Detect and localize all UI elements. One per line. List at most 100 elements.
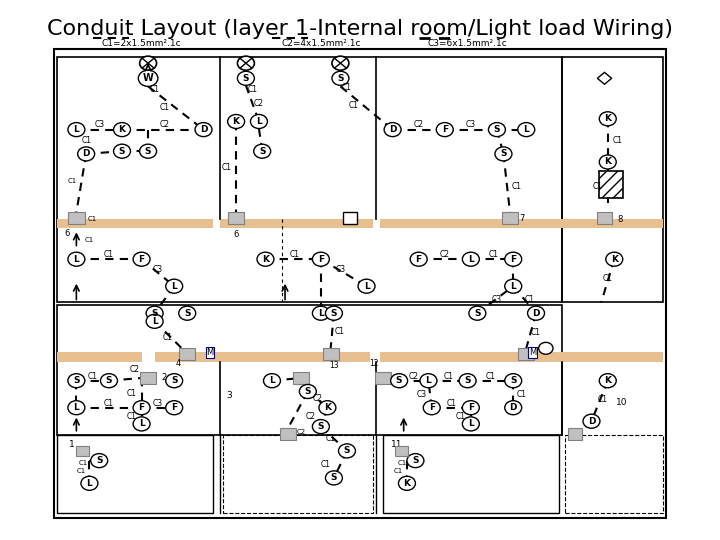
Text: M: M — [207, 348, 214, 357]
Text: K: K — [604, 158, 611, 166]
Text: L: L — [318, 309, 324, 318]
Circle shape — [166, 374, 183, 388]
Circle shape — [358, 279, 375, 293]
Circle shape — [325, 471, 343, 485]
Bar — [562, 352, 663, 362]
Text: S: S — [151, 309, 158, 318]
Circle shape — [78, 147, 94, 161]
Text: L: L — [73, 125, 79, 134]
Bar — [568, 428, 582, 440]
Bar — [57, 352, 142, 362]
Circle shape — [518, 123, 535, 137]
Text: S: S — [474, 309, 481, 318]
Circle shape — [384, 123, 401, 137]
Text: K: K — [233, 117, 240, 126]
Text: L: L — [152, 317, 158, 326]
Bar — [395, 446, 408, 456]
Text: C1: C1 — [78, 460, 88, 466]
Bar — [562, 57, 663, 302]
Text: C1: C1 — [67, 178, 76, 184]
Text: 6: 6 — [233, 230, 239, 239]
Text: C2: C2 — [254, 99, 264, 108]
Circle shape — [459, 374, 476, 388]
Bar — [220, 219, 373, 228]
Bar — [562, 219, 663, 228]
Text: S: S — [106, 376, 112, 385]
Text: L: L — [73, 255, 79, 264]
Circle shape — [81, 476, 98, 490]
Text: C1: C1 — [489, 251, 499, 259]
Bar — [76, 446, 89, 456]
Text: 10: 10 — [616, 398, 628, 407]
Text: L: L — [468, 420, 474, 428]
Bar — [155, 352, 370, 362]
Circle shape — [391, 374, 408, 388]
Text: K: K — [604, 376, 611, 385]
Bar — [68, 212, 84, 224]
Text: L: L — [269, 376, 275, 385]
Text: S: S — [318, 422, 324, 431]
Circle shape — [423, 401, 440, 415]
Text: W: W — [143, 73, 153, 83]
Text: S: S — [305, 387, 311, 396]
Circle shape — [599, 374, 616, 388]
Circle shape — [238, 56, 254, 70]
Circle shape — [312, 420, 329, 434]
Circle shape — [133, 417, 150, 431]
Text: C2: C2 — [130, 366, 140, 374]
Text: C2: C2 — [297, 429, 306, 435]
Text: S: S — [145, 147, 151, 156]
Text: M: M — [529, 348, 536, 357]
Circle shape — [462, 417, 480, 431]
Circle shape — [140, 56, 156, 70]
Text: L: L — [171, 282, 177, 291]
Text: C2: C2 — [440, 251, 450, 259]
Bar — [383, 435, 559, 513]
Text: S: S — [494, 125, 500, 134]
Circle shape — [101, 374, 117, 388]
Text: C1: C1 — [104, 251, 114, 259]
Text: L: L — [73, 403, 79, 412]
Circle shape — [138, 70, 158, 86]
Text: 8: 8 — [618, 215, 623, 224]
Text: S: S — [343, 447, 350, 455]
Text: C3: C3 — [417, 390, 427, 399]
Text: S: S — [330, 474, 337, 482]
Text: S: S — [510, 376, 516, 385]
Text: 2: 2 — [161, 374, 166, 382]
Circle shape — [228, 114, 245, 129]
Circle shape — [146, 314, 163, 328]
Text: L: L — [364, 282, 369, 291]
Text: F: F — [138, 255, 145, 264]
Text: C1: C1 — [511, 182, 521, 191]
Bar — [502, 212, 518, 224]
Text: C1: C1 — [248, 85, 258, 93]
Text: F: F — [415, 255, 422, 264]
Text: C1: C1 — [150, 85, 160, 93]
Text: L: L — [510, 282, 516, 291]
Text: C2: C2 — [306, 413, 316, 421]
Text: F: F — [138, 403, 145, 412]
Circle shape — [264, 374, 281, 388]
Circle shape — [133, 401, 150, 415]
Bar — [53, 49, 667, 518]
Text: S: S — [396, 376, 402, 385]
Circle shape — [166, 401, 183, 415]
Text: C2: C2 — [408, 372, 418, 381]
Bar — [293, 372, 310, 384]
Circle shape — [319, 401, 336, 415]
Text: 4: 4 — [176, 359, 181, 368]
Text: C1: C1 — [444, 372, 454, 381]
Circle shape — [528, 306, 544, 320]
Text: K: K — [119, 125, 125, 134]
Text: C1: C1 — [325, 434, 336, 443]
Text: C1: C1 — [517, 390, 527, 399]
Circle shape — [91, 454, 108, 468]
Text: C1: C1 — [456, 413, 466, 421]
Text: D: D — [389, 125, 396, 134]
Circle shape — [539, 342, 553, 354]
Text: C2: C2 — [159, 120, 169, 129]
Text: L: L — [86, 479, 92, 488]
Text: L: L — [426, 376, 431, 385]
Bar — [374, 372, 391, 384]
